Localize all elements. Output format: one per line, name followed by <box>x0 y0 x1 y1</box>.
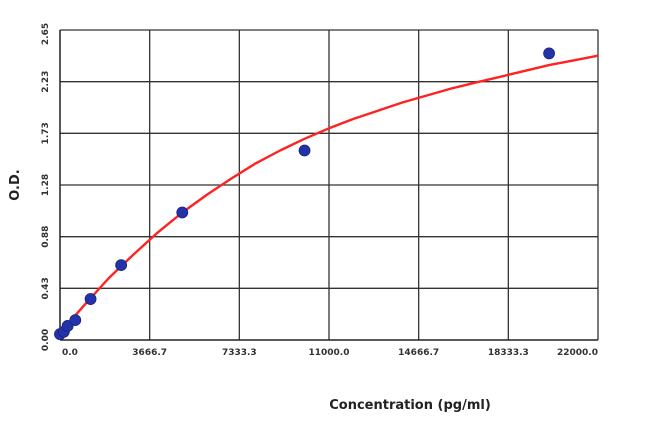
data-point <box>298 144 311 157</box>
y-axis-title: O.D. <box>8 169 23 200</box>
x-tick-label: 18333.3 <box>488 348 529 358</box>
data-point <box>176 206 189 219</box>
y-tick-label: 0.88 <box>41 226 51 248</box>
x-tick-label: 22000.0 <box>557 348 598 358</box>
x-axis-title: Concentration (pg/ml) <box>329 398 491 413</box>
y-tick-label: 2.23 <box>41 71 51 93</box>
tick-labels: 0.0 3666.7 7333.3 11000.0 14666.7 18333.3 2200… <box>41 23 598 358</box>
fit-curve-group <box>59 54 599 335</box>
data-points <box>54 47 555 341</box>
x-tick-label: 14666.7 <box>398 348 439 358</box>
x-tick-label: 3666.7 <box>132 348 167 358</box>
y-tick-label: 2.65 <box>41 23 51 45</box>
x-tick-label: 7333.3 <box>222 348 257 358</box>
data-point <box>69 314 82 327</box>
axes <box>59 30 598 341</box>
data-point <box>84 293 97 305</box>
y-tick-label: 0.43 <box>41 277 51 299</box>
x-tick-label: 11000.0 <box>309 348 350 358</box>
y-tick-label: 1.28 <box>41 174 51 196</box>
y-tick-label: 0.00 <box>41 329 51 351</box>
y-tick-label: 1.73 <box>41 122 51 144</box>
grid <box>60 29 599 340</box>
x-tick-label: 0.0 <box>62 348 78 358</box>
data-point <box>543 47 555 60</box>
fit-curve <box>59 54 599 335</box>
data-point <box>115 259 128 272</box>
